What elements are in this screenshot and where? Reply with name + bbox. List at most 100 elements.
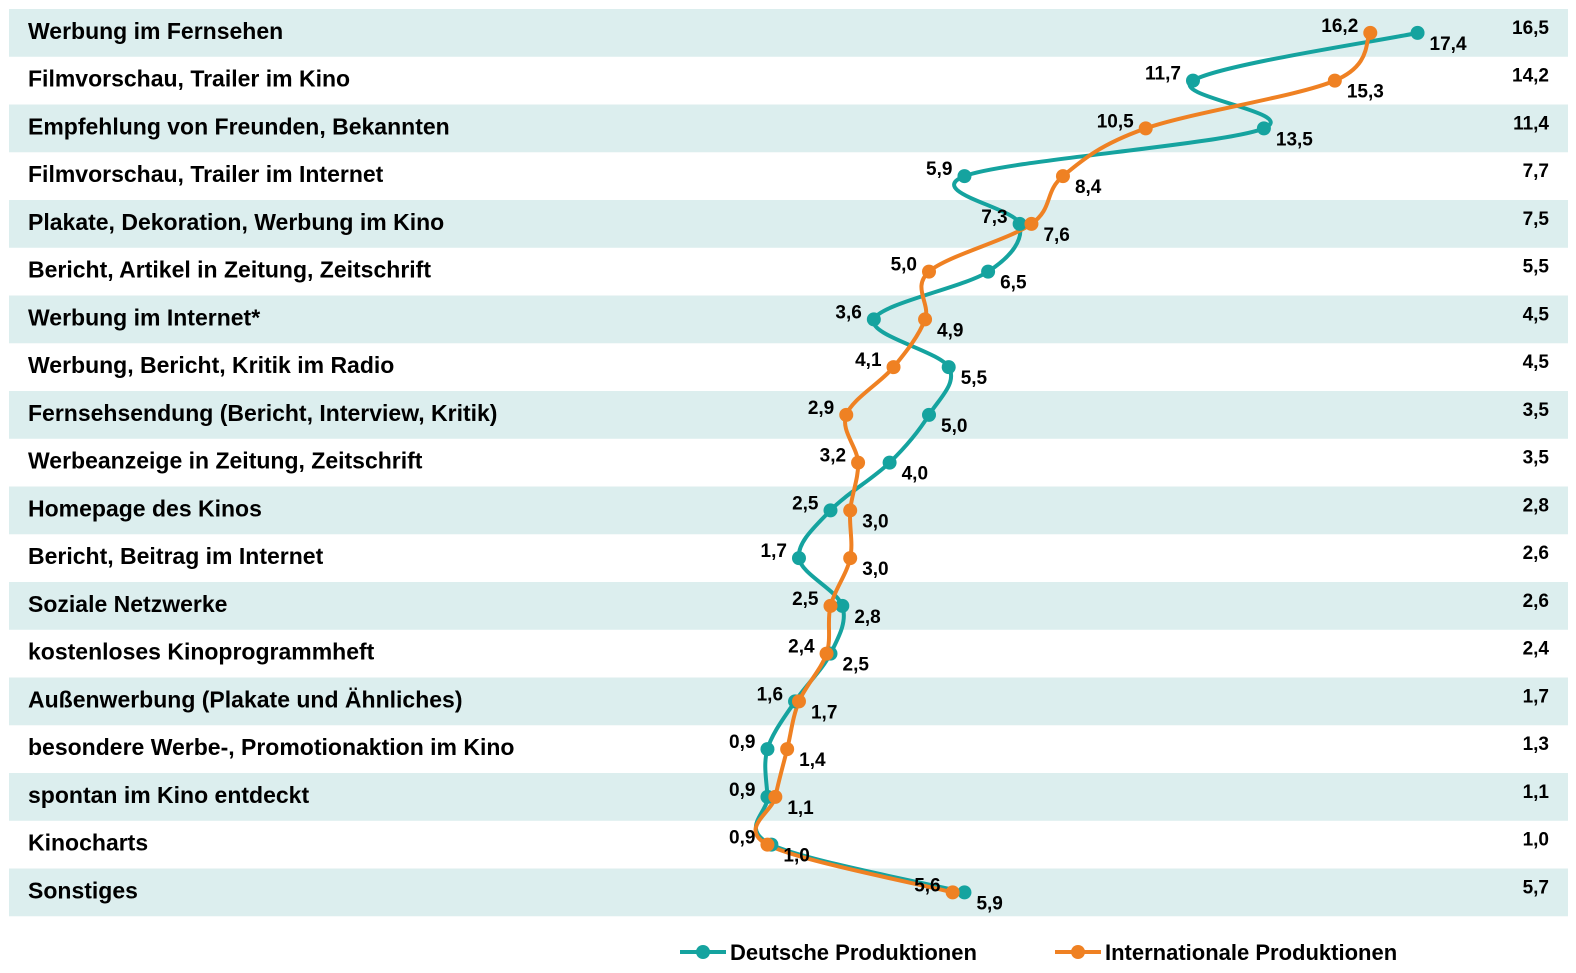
category-label: Plakate, Dekoration, Werbung im Kino bbox=[28, 209, 444, 235]
data-label: 2,4 bbox=[788, 637, 815, 658]
data-label: 0,9 bbox=[729, 780, 755, 801]
data-label: 6,5 bbox=[1000, 273, 1027, 294]
total-label: 5,7 bbox=[1523, 877, 1549, 898]
total-label: 3,5 bbox=[1523, 400, 1550, 421]
data-label: 2,5 bbox=[843, 655, 870, 676]
data-label: 17,4 bbox=[1430, 34, 1467, 55]
row-stripe bbox=[9, 486, 1568, 535]
row-stripe bbox=[9, 104, 1568, 153]
data-label: 0,9 bbox=[729, 732, 755, 753]
total-label: 7,5 bbox=[1523, 209, 1550, 230]
data-point bbox=[768, 789, 783, 804]
data-point bbox=[1410, 25, 1425, 40]
total-label: 5,5 bbox=[1523, 257, 1550, 278]
data-label: 11,7 bbox=[1145, 64, 1181, 85]
total-label: 1,7 bbox=[1523, 686, 1549, 707]
data-point bbox=[819, 646, 834, 661]
data-point bbox=[1327, 73, 1342, 88]
category-label: Werbung, Bericht, Kritik im Radio bbox=[28, 352, 394, 378]
category-label: Filmvorschau, Trailer im Kino bbox=[28, 66, 350, 92]
data-label: 5,9 bbox=[926, 159, 952, 180]
data-label: 16,2 bbox=[1321, 16, 1358, 37]
category-label: Filmvorschau, Trailer im Internet bbox=[28, 161, 384, 187]
row-stripe bbox=[9, 868, 1568, 917]
data-label: 4,9 bbox=[937, 320, 963, 341]
data-point bbox=[922, 264, 936, 279]
category-label: besondere Werbe-, Promotionaktion im Kin… bbox=[28, 734, 514, 760]
data-point bbox=[791, 694, 806, 709]
series-line bbox=[753, 31, 1373, 895]
data-label: 1,7 bbox=[811, 702, 837, 723]
data-label: 13,5 bbox=[1276, 129, 1313, 150]
data-label: 3,6 bbox=[835, 302, 861, 323]
data-point bbox=[851, 455, 866, 470]
data-point bbox=[866, 312, 881, 327]
data-label: 8,4 bbox=[1075, 177, 1102, 198]
data-label: 1,4 bbox=[799, 750, 826, 771]
data-label: 2,5 bbox=[792, 589, 819, 610]
total-label: 4,5 bbox=[1523, 304, 1550, 325]
data-point bbox=[1024, 216, 1039, 231]
data-point bbox=[1185, 73, 1200, 88]
data-point bbox=[1138, 121, 1153, 136]
total-label: 7,7 bbox=[1523, 161, 1549, 182]
data-label: 5,5 bbox=[961, 368, 988, 389]
category-label: Soziale Netzwerke bbox=[28, 591, 227, 617]
legend-label: Deutsche Produktionen bbox=[730, 940, 977, 965]
data-label: 4,1 bbox=[855, 350, 882, 371]
data-point bbox=[843, 551, 858, 566]
data-point bbox=[1055, 169, 1070, 184]
data-label: 2,9 bbox=[808, 398, 834, 419]
total-label: 11,4 bbox=[1513, 113, 1549, 134]
data-label: 1,7 bbox=[761, 541, 787, 562]
data-label: 1,0 bbox=[783, 846, 809, 867]
total-label: 1,0 bbox=[1523, 830, 1549, 851]
data-label: 3,2 bbox=[820, 446, 846, 467]
legend-marker bbox=[1071, 945, 1085, 959]
data-label: 1,1 bbox=[787, 798, 814, 819]
data-label: 2,8 bbox=[854, 607, 880, 628]
data-point bbox=[1363, 25, 1378, 40]
category-label: Bericht, Artikel in Zeitung, Zeitschrift bbox=[28, 257, 431, 283]
category-label: spontan im Kino entdeckt bbox=[28, 782, 309, 808]
data-point bbox=[823, 598, 838, 613]
data-point bbox=[945, 885, 960, 900]
data-label: 7,3 bbox=[981, 207, 1007, 228]
data-label: 3,0 bbox=[862, 559, 888, 580]
category-label: Bericht, Beitrag im Internet bbox=[28, 543, 324, 569]
total-label: 3,5 bbox=[1523, 448, 1550, 469]
data-point bbox=[839, 407, 854, 422]
legend-label: Internationale Produktionen bbox=[1105, 940, 1397, 965]
category-label: Werbeanzeige in Zeitung, Zeitschrift bbox=[28, 448, 423, 474]
data-label: 7,6 bbox=[1043, 225, 1069, 246]
category-label: Fernsehsendung (Bericht, Interview, Krit… bbox=[28, 400, 497, 426]
data-point bbox=[780, 742, 795, 757]
data-point bbox=[918, 312, 933, 327]
total-label: 4,5 bbox=[1523, 352, 1550, 373]
data-point bbox=[941, 360, 956, 375]
data-point bbox=[791, 551, 806, 566]
row-stripe bbox=[9, 391, 1568, 439]
data-label: 4,0 bbox=[902, 464, 928, 485]
data-label: 5,6 bbox=[914, 875, 940, 896]
category-label: Werbung im Internet* bbox=[28, 304, 260, 330]
data-point bbox=[981, 264, 996, 279]
total-label: 16,5 bbox=[1512, 18, 1549, 39]
data-label: 15,3 bbox=[1347, 82, 1384, 103]
row-stripe bbox=[9, 773, 1568, 821]
data-label: 2,5 bbox=[792, 493, 819, 514]
data-point bbox=[835, 598, 850, 613]
row-stripe bbox=[9, 9, 1568, 57]
data-label: 0,9 bbox=[729, 828, 755, 849]
total-label: 2,4 bbox=[1523, 639, 1550, 660]
data-point bbox=[823, 503, 838, 518]
data-point bbox=[1256, 121, 1271, 136]
category-label: Werbung im Fernsehen bbox=[28, 18, 283, 44]
total-label: 2,8 bbox=[1523, 495, 1549, 516]
data-label: 5,9 bbox=[976, 893, 1002, 914]
data-label: 5,0 bbox=[941, 416, 967, 437]
legend-marker bbox=[696, 945, 710, 959]
total-label: 1,1 bbox=[1523, 782, 1550, 803]
total-label: 2,6 bbox=[1523, 591, 1549, 612]
